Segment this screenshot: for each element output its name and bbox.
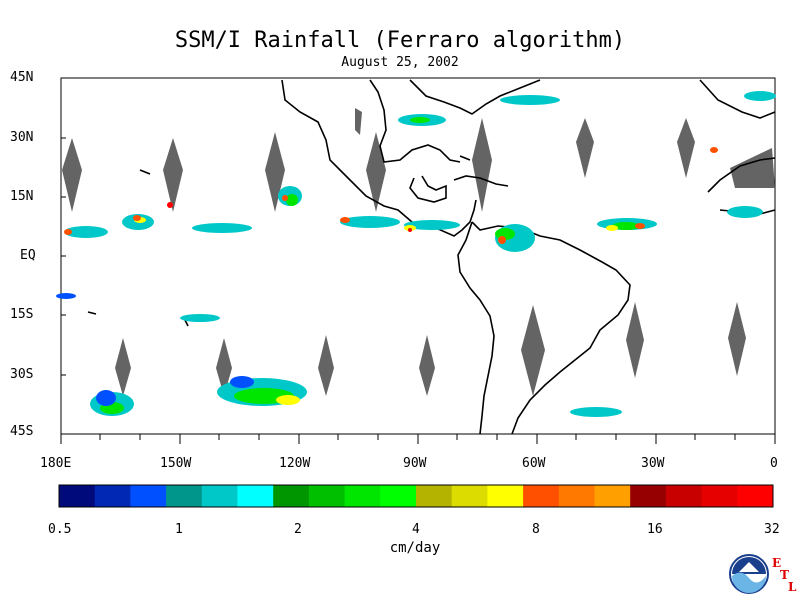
colorbar-swatch bbox=[94, 485, 131, 507]
colorbar-swatch bbox=[344, 485, 381, 507]
colorbar-tick-1: 1 bbox=[175, 522, 183, 537]
lat-label-15s: 15S bbox=[10, 307, 34, 322]
colorbar-swatch bbox=[130, 485, 167, 507]
lon-label-0: 0 bbox=[770, 456, 778, 471]
rainfall-patches bbox=[56, 91, 776, 417]
colorbar-tick-8: 8 bbox=[532, 522, 540, 537]
colorbar-swatch bbox=[273, 485, 310, 507]
colorbar-swatch bbox=[201, 485, 238, 507]
lat-label-15n: 15N bbox=[10, 189, 34, 204]
colorbar-swatch bbox=[166, 485, 203, 507]
colorbar-tick-2: 2 bbox=[294, 522, 302, 537]
colorbar-swatch bbox=[237, 485, 274, 507]
lon-label-180e: 180E bbox=[40, 456, 72, 471]
colorbar-tick-16: 16 bbox=[647, 522, 663, 537]
colorbar-swatch bbox=[737, 485, 774, 507]
colorbar-swatch bbox=[665, 485, 703, 507]
map-date: August 25, 2002 bbox=[341, 55, 459, 70]
lon-label-150w: 150W bbox=[160, 456, 192, 471]
colorbar-swatch bbox=[59, 485, 96, 507]
colorbar-swatch bbox=[308, 485, 346, 507]
colorbar-frame bbox=[58, 484, 774, 508]
lat-label-eq: EQ bbox=[20, 248, 36, 263]
etl-letter-l: L bbox=[788, 580, 797, 594]
lat-label-30s: 30S bbox=[10, 367, 34, 382]
lat-ticks bbox=[61, 77, 66, 435]
map-title: SSM/I Rainfall (Ferraro algorithm) bbox=[174, 28, 626, 53]
colorbar-swatch bbox=[630, 485, 667, 507]
etl-letter-e: E bbox=[772, 556, 782, 570]
lon-label-120w: 120W bbox=[279, 456, 311, 471]
lat-label-45s: 45S bbox=[10, 424, 34, 439]
lon-label-60w: 60W bbox=[522, 456, 546, 471]
colorbar-tick-0-5: 0.5 bbox=[48, 522, 72, 537]
noaa-logo-icon bbox=[729, 554, 769, 594]
colorbar-swatch bbox=[451, 485, 488, 507]
lon-ticks bbox=[60, 434, 776, 444]
colorbar-tick-4: 4 bbox=[412, 522, 420, 537]
colorbar bbox=[59, 485, 774, 507]
etl-letter-t: T bbox=[780, 568, 789, 582]
colorbar-swatch bbox=[380, 485, 417, 507]
noaa-logo bbox=[729, 554, 769, 594]
colorbar-swatch bbox=[487, 485, 524, 507]
missing-data-swaths bbox=[62, 108, 775, 396]
colorbar-tick-32: 32 bbox=[764, 522, 780, 537]
lon-label-90w: 90W bbox=[403, 456, 427, 471]
map-frame bbox=[60, 77, 776, 435]
lon-label-30w: 30W bbox=[641, 456, 665, 471]
lat-label-45n: 45N bbox=[10, 70, 34, 85]
colorbar-swatch bbox=[594, 485, 631, 507]
colorbar-swatch bbox=[558, 485, 595, 507]
lat-label-30n: 30N bbox=[10, 130, 34, 145]
colorbar-swatch bbox=[416, 485, 453, 507]
colorbar-swatch bbox=[701, 485, 738, 507]
colorbar-swatch bbox=[523, 485, 560, 507]
colorbar-unit: cm/day bbox=[389, 540, 441, 556]
